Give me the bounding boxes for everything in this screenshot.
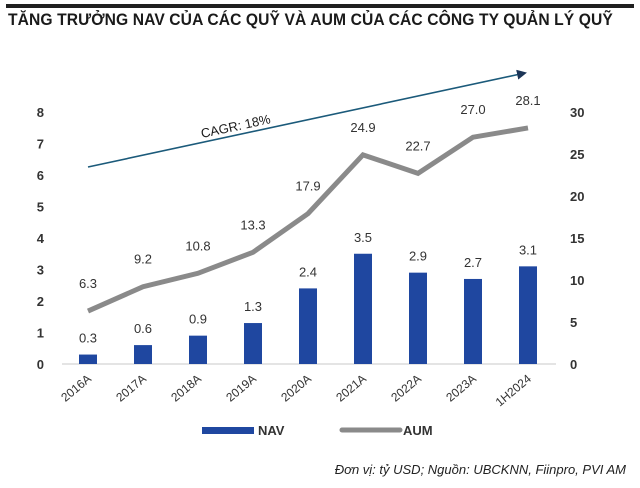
x-tick-label: 2023A [443, 372, 479, 405]
nav-bar [299, 288, 317, 364]
nav-data-label: 0.9 [189, 312, 207, 327]
aum-data-label: 22.7 [405, 138, 430, 153]
nav-data-label: 2.4 [299, 264, 317, 279]
left-tick-label: 8 [37, 105, 44, 120]
source-note: Đơn vị: tỷ USD; Nguồn: UBCKNN, Fiinpro, … [334, 462, 626, 477]
aum-data-label: 6.3 [79, 276, 97, 291]
nav-data-label: 0.6 [134, 321, 152, 336]
x-tick-label: 2022A [388, 372, 424, 405]
x-tick-label: 2017A [113, 372, 149, 405]
x-tick-label: 2019A [223, 372, 259, 405]
aum-data-label: 9.2 [134, 252, 152, 267]
aum-data-label: 17.9 [295, 179, 320, 194]
nav-labels: 0.3 0.6 0.9 1.3 2.4 3.5 2.9 2.7 3.1 [79, 230, 537, 346]
aum-labels: 6.3 9.2 10.8 13.3 17.9 24.9 22.7 27.0 28.1 [79, 93, 541, 291]
aum-data-label: 27.0 [460, 102, 485, 117]
aum-data-label: 24.9 [350, 120, 375, 135]
x-tick-label: 2018A [168, 372, 204, 405]
nav-bars [79, 253, 537, 364]
legend-aum-label: AUM [403, 423, 433, 438]
nav-data-label: 2.9 [409, 249, 427, 264]
legend: NAV AUM [202, 423, 433, 438]
right-tick-label: 20 [570, 189, 584, 204]
x-tick-label: 2016A [58, 372, 94, 405]
legend-nav-label: NAV [258, 423, 285, 438]
nav-bar [464, 278, 482, 364]
aum-line [86, 125, 529, 314]
nav-data-label: 3.1 [519, 242, 537, 257]
cagr-arrow [87, 69, 527, 168]
x-tick-label: 2020A [278, 372, 314, 405]
nav-bar [519, 266, 537, 364]
left-tick-label: 2 [37, 294, 44, 309]
right-tick-label: 0 [570, 357, 577, 372]
legend-nav-swatch [202, 427, 254, 434]
chart-title: TĂNG TRƯỞNG NAV CỦA CÁC QUỸ VÀ AUM CỦA C… [8, 10, 613, 29]
nav-bar [189, 335, 207, 364]
nav-data-label: 2.7 [464, 255, 482, 270]
left-axis: 0 1 2 3 4 5 6 7 8 [37, 105, 45, 372]
left-tick-label: 0 [37, 357, 44, 372]
right-tick-label: 25 [570, 147, 584, 162]
left-tick-label: 7 [37, 137, 44, 152]
top-rule [6, 4, 634, 8]
aum-data-label: 13.3 [240, 217, 265, 232]
right-tick-label: 30 [570, 105, 584, 120]
nav-bar [79, 354, 97, 364]
nav-bar [244, 323, 262, 364]
aum-data-label: 10.8 [185, 238, 210, 253]
nav-data-label: 1.3 [244, 299, 262, 314]
x-tick-label: 2021A [333, 372, 369, 405]
nav-bar [134, 345, 152, 364]
nav-data-label: 3.5 [354, 230, 372, 245]
left-tick-label: 4 [37, 231, 45, 246]
left-tick-label: 3 [37, 263, 44, 278]
cagr-annotation: CAGR: 18% [199, 111, 272, 141]
left-tick-label: 6 [37, 168, 44, 183]
nav-bar [354, 253, 372, 364]
nav-bar [409, 272, 427, 364]
right-tick-label: 5 [570, 315, 577, 330]
nav-data-label: 0.3 [79, 331, 97, 346]
x-tick-label: 1H2024 [493, 371, 534, 409]
right-tick-label: 15 [570, 231, 584, 246]
aum-data-label: 28.1 [515, 93, 540, 108]
right-tick-label: 10 [570, 273, 584, 288]
right-axis: 0 5 10 15 20 25 30 [570, 105, 584, 372]
x-axis-labels: 2016A 2017A 2018A 2019A 2020A 2021A 2022A 2023A… [58, 371, 534, 409]
left-tick-label: 1 [37, 326, 44, 341]
left-tick-label: 5 [37, 200, 44, 215]
